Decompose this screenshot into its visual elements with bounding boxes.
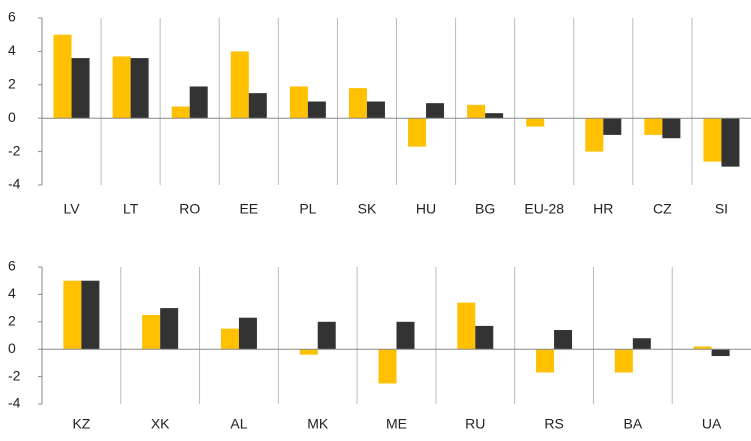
- bar: [71, 58, 90, 119]
- y-tick-label: 0: [8, 109, 16, 125]
- x-tick-label: XK: [151, 416, 170, 432]
- bar: [220, 328, 239, 350]
- y-tick-label: -2: [8, 142, 21, 158]
- bar: [307, 101, 326, 119]
- y-tick-label: 4: [8, 285, 16, 301]
- bar: [408, 118, 427, 147]
- bar: [171, 106, 190, 119]
- bar: [63, 280, 82, 350]
- y-tick-label: 6: [8, 9, 16, 25]
- x-tick-label: LT: [123, 201, 139, 217]
- y-tick-label: 2: [8, 76, 16, 92]
- x-tick-label: KZ: [72, 416, 90, 432]
- bar: [348, 88, 367, 119]
- y-tick-label: -2: [8, 367, 21, 383]
- bar: [112, 56, 131, 119]
- x-tick-label: HU: [416, 201, 436, 217]
- bar: [662, 118, 681, 139]
- bar: [614, 349, 633, 373]
- x-tick-label: HR: [593, 201, 613, 217]
- bar: [632, 338, 651, 350]
- x-tick-label: SI: [715, 201, 728, 217]
- bar: [378, 349, 397, 384]
- bar: [189, 86, 208, 119]
- y-tick-label: 6: [8, 258, 16, 274]
- bar: [142, 314, 161, 350]
- x-tick-label: RO: [179, 201, 200, 217]
- x-tick-label: RU: [465, 416, 485, 432]
- x-tick-label: EE: [239, 201, 258, 217]
- y-tick-label: -4: [8, 176, 21, 192]
- bar: [526, 118, 545, 127]
- bar: [130, 58, 149, 119]
- x-tick-label: AL: [230, 416, 247, 432]
- bar: [299, 349, 318, 355]
- bar: [289, 86, 308, 119]
- bar: [230, 51, 249, 119]
- x-tick-label: BG: [475, 201, 495, 217]
- x-tick-label: PL: [299, 201, 316, 217]
- x-tick-label: BA: [623, 416, 642, 432]
- bar: [693, 346, 712, 350]
- x-tick-label: MK: [307, 416, 329, 432]
- x-tick-label: LV: [63, 201, 80, 217]
- bar: [711, 349, 730, 357]
- bar: [603, 118, 622, 135]
- bar: [457, 302, 476, 350]
- bar: [317, 321, 336, 350]
- y-tick-label: 2: [8, 313, 16, 329]
- bar: [536, 349, 555, 373]
- bar: [238, 317, 257, 350]
- bar: [721, 118, 740, 167]
- bar: [467, 104, 486, 119]
- x-tick-label: ME: [386, 416, 407, 432]
- y-tick-label: 4: [8, 42, 16, 58]
- bar: [160, 308, 179, 350]
- bar: [81, 280, 100, 350]
- bar: [53, 34, 72, 119]
- bar: [644, 118, 663, 135]
- bar: [366, 101, 385, 119]
- x-tick-label: UA: [702, 416, 722, 432]
- x-tick-label: RS: [544, 416, 563, 432]
- bar: [396, 321, 415, 350]
- bar: [248, 93, 267, 119]
- x-tick-label: SK: [358, 201, 377, 217]
- y-tick-label: -4: [8, 395, 21, 411]
- bar: [703, 118, 722, 162]
- bar: [554, 330, 573, 350]
- x-tick-label: EU-28: [524, 201, 564, 217]
- bar: [485, 113, 504, 119]
- bar: [475, 325, 494, 350]
- y-tick-label: 0: [8, 340, 16, 356]
- x-tick-label: CZ: [653, 201, 672, 217]
- bar: [426, 103, 445, 119]
- bar: [585, 118, 604, 152]
